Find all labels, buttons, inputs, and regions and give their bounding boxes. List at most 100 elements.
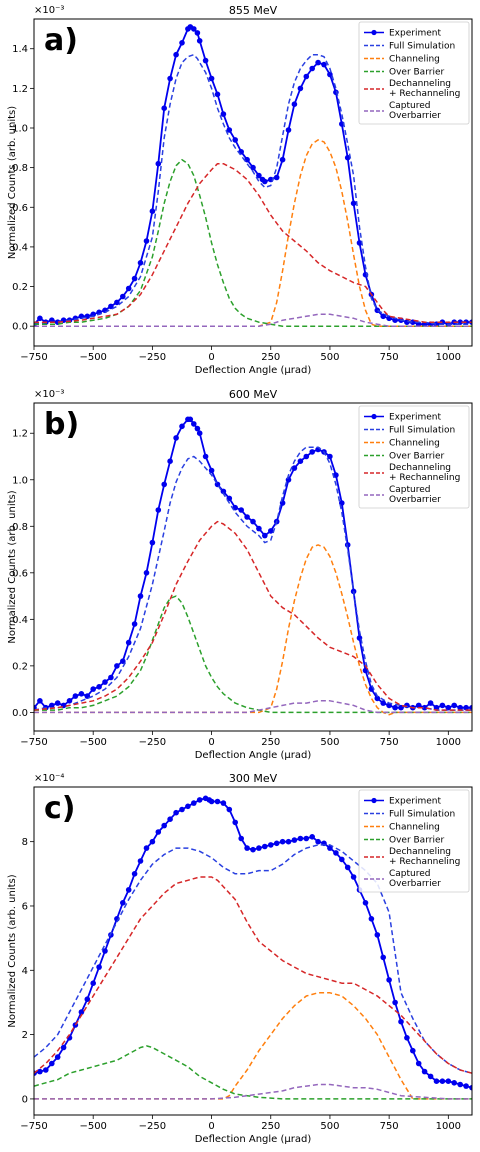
data-point [451, 702, 458, 709]
data-point [84, 996, 91, 1002]
legend-label-line: Experiment [389, 797, 441, 807]
data-point [244, 514, 250, 520]
panel-letter: b) [44, 407, 79, 442]
data-point [262, 532, 268, 539]
series-group [34, 795, 472, 1100]
data-point [214, 91, 221, 98]
data-point [196, 797, 203, 803]
data-point [256, 525, 262, 532]
x-axis-label: Deflection Angle (μrad) [195, 1134, 312, 1145]
data-point [238, 835, 244, 842]
data-point [194, 30, 201, 36]
series-line-5 [34, 1083, 472, 1100]
data-point [291, 101, 298, 107]
data-point [268, 528, 274, 534]
data-point [421, 704, 428, 711]
data-point [321, 61, 327, 68]
x-tick-label: 750 [380, 737, 399, 748]
panel-title: 855 MeV [229, 4, 278, 17]
series-group [34, 416, 472, 716]
series-group [34, 24, 472, 328]
data-point [208, 75, 215, 82]
legend-label-line: + Rechanneling [389, 857, 460, 867]
data-point [179, 806, 185, 813]
data-point [380, 954, 387, 961]
data-point [220, 111, 227, 117]
data-point [273, 174, 280, 181]
y-tick-label: 0.6 [12, 568, 28, 579]
data-point [137, 858, 144, 864]
data-point [173, 809, 179, 816]
data-point [37, 698, 43, 704]
y-tick-label: 0.2 [12, 661, 28, 672]
data-point [309, 834, 316, 840]
data-point [244, 156, 250, 163]
data-point [90, 686, 96, 692]
series-line-3 [34, 595, 472, 714]
legend-label-1: Full Simulation [389, 810, 455, 820]
y-tick-label: 0.0 [12, 322, 28, 333]
x-tick-label: 500 [320, 352, 339, 363]
data-point [350, 874, 357, 880]
data-point [333, 472, 339, 478]
x-tick-label: 500 [320, 737, 339, 748]
data-point [297, 835, 304, 842]
x-tick-label: −750 [20, 737, 47, 748]
data-point [187, 416, 194, 423]
data-point [78, 691, 85, 697]
data-point [90, 980, 96, 986]
legend-box [358, 21, 470, 125]
data-point [208, 467, 215, 474]
data-point [131, 871, 138, 877]
legend-label-line: Full Simulation [389, 42, 455, 52]
data-point [102, 948, 108, 954]
x-tick-label: 0 [208, 1121, 214, 1132]
data-point [155, 160, 162, 167]
data-point [161, 481, 167, 488]
data-point [72, 693, 79, 699]
y-offset-label: ×10⁻³ [34, 5, 64, 16]
y-axis-label: Normalized Counts (arb. units) [7, 106, 18, 259]
legend-label-3: Over Barrier [389, 836, 444, 846]
legend-label-1: Full Simulation [389, 426, 455, 436]
legend-label-5: Captured Overbarrier [389, 869, 441, 889]
data-point [131, 275, 138, 282]
y-tick-label: 0 [22, 1094, 28, 1105]
y-tick-label: 0.8 [12, 163, 28, 174]
data-point [137, 260, 144, 266]
data-point [327, 453, 333, 460]
data-point [143, 845, 150, 851]
data-point [315, 59, 321, 66]
panel-letter: c) [44, 791, 76, 826]
data-point [469, 704, 472, 711]
data-point [179, 40, 185, 46]
legend-label-line: Over Barrier [389, 452, 444, 462]
y-offset-label: ×10⁻⁴ [34, 773, 64, 784]
data-point [339, 856, 345, 863]
data-point [214, 798, 221, 805]
data-point [125, 639, 132, 646]
y-tick-label: 4 [22, 966, 28, 977]
data-point [415, 702, 422, 709]
data-point [386, 977, 392, 983]
data-point [155, 829, 162, 835]
data-point [167, 458, 173, 465]
data-point [120, 293, 126, 300]
data-point [463, 704, 469, 711]
data-point [392, 999, 398, 1006]
series-line-4 [34, 162, 472, 323]
legend: Experiment Full Simulation Channeling Over … [358, 21, 470, 125]
data-point [196, 430, 203, 437]
data-point [78, 1009, 85, 1015]
data-point [392, 704, 398, 711]
data-point [60, 1044, 67, 1051]
data-point [202, 57, 209, 64]
data-point [167, 75, 173, 82]
y-tick-label: 2 [22, 1030, 28, 1041]
y-tick-label: 1.0 [12, 475, 28, 486]
data-point [368, 916, 375, 922]
x-tick-label: 1000 [436, 737, 461, 748]
legend-label-2: Channeling [389, 823, 440, 833]
data-point [137, 593, 144, 599]
legend-label-line: Captured [389, 485, 431, 495]
